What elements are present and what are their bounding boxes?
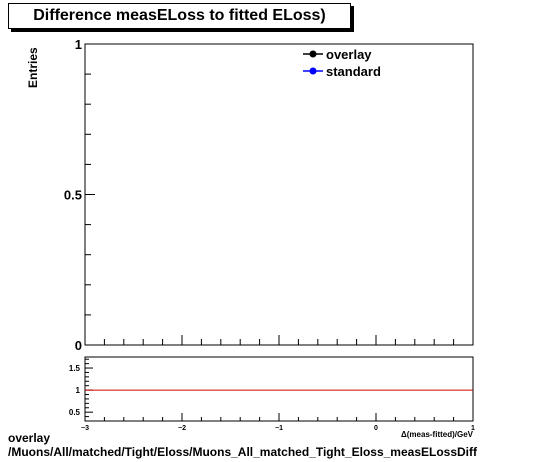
ratio-x-tick-label: −3 [81, 425, 89, 432]
legend-label-standard: standard [326, 64, 381, 79]
ratio-x-tick-label: 0 [374, 425, 378, 432]
footer-histogram-path: /Muons/All/matched/Tight/Eloss/Muons_All… [8, 445, 477, 459]
main-plot-frame [84, 43, 474, 346]
legend-marker-overlay [309, 50, 317, 58]
ratio-plot-frame [84, 356, 474, 422]
ratio-y-tick-label: 1 [76, 386, 81, 395]
ratio-plot-panel: 0.511.5−3 −2 −1 0 1Δ(meas-fitted)/GeV [69, 356, 475, 439]
ratio-y-tick-label: 1.5 [69, 364, 81, 373]
ratio-x-tick-label: −2 [178, 425, 186, 432]
x-axis-label: Δ(meas-fitted)/GeV [401, 430, 474, 439]
legend-marker-standard [309, 67, 317, 75]
ratio-y-tick-label: 0.5 [69, 408, 81, 417]
y-tick-label: 1 [75, 37, 82, 52]
y-tick-label: 0 [75, 338, 82, 353]
main-plot-panel: 0 0.5 1 Entries overlay standard [26, 37, 474, 353]
y-tick-label: 0.5 [64, 188, 82, 203]
ratio-x-tick-label: 1 [471, 425, 475, 432]
chart-title: Difference measELoss to fitted ELoss) [8, 3, 351, 29]
footer-label: overlay [8, 431, 51, 445]
legend-label-overlay: overlay [326, 47, 372, 62]
y-axis-label: Entries [26, 47, 40, 88]
ratio-x-tick-label: −1 [275, 425, 283, 432]
footer-path: overlay /Muons/All/matched/Tight/Eloss/M… [8, 431, 477, 459]
